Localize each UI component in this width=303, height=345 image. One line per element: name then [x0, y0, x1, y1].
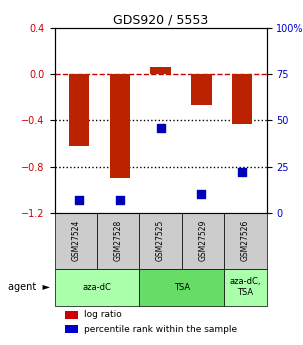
- FancyBboxPatch shape: [224, 213, 267, 269]
- Bar: [150, 67, 171, 74]
- FancyBboxPatch shape: [55, 213, 97, 269]
- Text: TSA: TSA: [174, 283, 190, 292]
- Point: [77, 197, 82, 203]
- Text: GSM27524: GSM27524: [71, 220, 80, 262]
- Text: GSM27528: GSM27528: [114, 220, 123, 262]
- Text: GSM27529: GSM27529: [198, 220, 208, 262]
- FancyBboxPatch shape: [182, 213, 224, 269]
- FancyBboxPatch shape: [224, 269, 267, 306]
- Bar: [69, 74, 89, 146]
- Text: aza-dC,
TSA: aza-dC, TSA: [230, 277, 261, 297]
- Title: GDS920 / 5553: GDS920 / 5553: [113, 13, 208, 27]
- Text: aza-dC: aza-dC: [82, 283, 112, 292]
- Text: GSM27525: GSM27525: [156, 220, 165, 262]
- Point: [199, 192, 204, 197]
- Bar: [110, 74, 130, 178]
- FancyBboxPatch shape: [55, 269, 139, 306]
- Text: GSM27526: GSM27526: [241, 220, 250, 262]
- Text: percentile rank within the sample: percentile rank within the sample: [84, 325, 237, 334]
- FancyBboxPatch shape: [139, 213, 182, 269]
- Text: log ratio: log ratio: [84, 310, 122, 319]
- Text: agent  ►: agent ►: [8, 282, 50, 292]
- Point: [158, 125, 163, 130]
- Bar: [65, 325, 78, 333]
- FancyBboxPatch shape: [139, 269, 224, 306]
- Bar: [65, 310, 78, 319]
- Bar: [191, 74, 211, 105]
- Bar: [232, 74, 252, 124]
- Point: [240, 169, 245, 175]
- Point: [117, 197, 122, 203]
- FancyBboxPatch shape: [97, 213, 139, 269]
